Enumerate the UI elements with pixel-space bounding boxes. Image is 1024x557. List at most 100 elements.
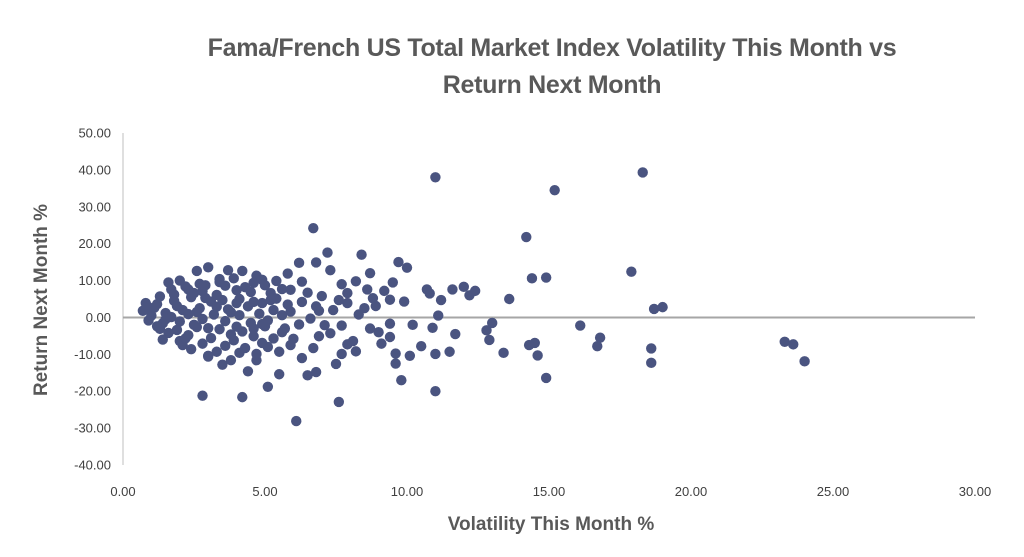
data-point xyxy=(268,333,279,344)
data-point xyxy=(421,284,433,295)
y-tick-labels: 50.00 40.00 30.00 20.00 10.00 0.00 -10.00 -20.0… xyxy=(74,126,111,473)
data-point xyxy=(433,310,444,321)
data-point xyxy=(401,262,413,273)
data-point xyxy=(427,322,438,333)
data-point xyxy=(549,184,560,196)
x-tick-label: 30.00 xyxy=(959,484,992,499)
data-point xyxy=(265,294,276,306)
data-point xyxy=(540,272,552,283)
data-point xyxy=(256,318,268,330)
data-point xyxy=(248,277,259,288)
data-point xyxy=(220,340,231,352)
data-point xyxy=(211,346,222,357)
data-point xyxy=(183,284,194,295)
data-point xyxy=(367,293,379,304)
data-point xyxy=(379,285,390,297)
data-point xyxy=(646,343,657,354)
data-point xyxy=(322,247,333,258)
data-point xyxy=(205,332,217,344)
data-point xyxy=(296,296,308,308)
data-point xyxy=(327,304,339,316)
data-point xyxy=(197,313,208,325)
y-tick-label: -30.00 xyxy=(74,421,111,436)
data-point xyxy=(637,167,648,178)
y-tick-label: -20.00 xyxy=(74,384,111,399)
data-point xyxy=(293,319,305,330)
data-point xyxy=(390,348,401,359)
data-point xyxy=(310,301,322,312)
data-point xyxy=(168,295,180,307)
data-point xyxy=(450,328,461,340)
data-point xyxy=(200,280,211,291)
data-point xyxy=(245,286,256,298)
data-point xyxy=(191,265,203,277)
data-point xyxy=(393,256,404,268)
data-point xyxy=(342,287,353,299)
data-point xyxy=(242,366,254,377)
data-point xyxy=(523,339,535,351)
data-point xyxy=(316,290,327,302)
data-point xyxy=(214,324,225,335)
data-point xyxy=(214,276,225,288)
y-tick-label: 10.00 xyxy=(78,273,111,288)
data-point xyxy=(788,339,799,350)
data-point xyxy=(248,331,259,342)
data-point xyxy=(540,372,552,384)
data-point xyxy=(396,374,407,386)
data-point xyxy=(276,327,288,338)
data-point xyxy=(384,318,396,329)
data-point xyxy=(481,325,492,336)
data-point xyxy=(262,381,274,392)
data-point xyxy=(268,304,279,316)
data-point xyxy=(313,331,325,342)
data-point xyxy=(200,292,211,304)
data-point xyxy=(657,301,668,313)
data-point xyxy=(197,390,208,401)
data-point xyxy=(464,290,475,301)
data-point xyxy=(592,341,603,352)
data-point xyxy=(143,315,154,326)
x-tick-labels: 0.00 5.00 10.00 15.00 20.00 25.00 30.00 xyxy=(110,484,991,499)
y-axis-title: Return Next Month % xyxy=(31,204,52,396)
data-point xyxy=(231,284,242,296)
data-point xyxy=(575,320,586,331)
data-point xyxy=(387,277,398,288)
chart-title: Fama/French US Total Market Index Volati… xyxy=(112,30,992,104)
data-point xyxy=(333,396,345,408)
data-point xyxy=(282,268,293,279)
data-point xyxy=(333,294,345,306)
x-tick-label: 15.00 xyxy=(533,484,566,499)
data-point xyxy=(237,265,248,277)
x-tick-label: 10.00 xyxy=(391,484,424,499)
data-point xyxy=(430,386,441,397)
data-point xyxy=(276,283,288,295)
data-point xyxy=(526,273,538,284)
data-point xyxy=(325,328,336,339)
data-point xyxy=(376,338,387,349)
data-point xyxy=(225,329,237,340)
data-point xyxy=(430,172,441,183)
data-point xyxy=(296,352,308,364)
data-point xyxy=(484,334,495,346)
data-point xyxy=(444,346,455,357)
data-point xyxy=(154,323,166,335)
data-point xyxy=(504,293,515,305)
data-point xyxy=(799,356,810,367)
data-point xyxy=(296,276,308,287)
data-point xyxy=(285,284,296,295)
data-point xyxy=(626,266,637,277)
y-tick-label: -40.00 xyxy=(74,458,111,473)
data-point xyxy=(143,301,154,313)
data-point xyxy=(310,366,322,378)
data-point xyxy=(256,337,268,349)
data-point xyxy=(185,343,197,355)
data-point xyxy=(160,314,171,325)
data-point xyxy=(177,304,188,316)
data-point xyxy=(532,350,543,361)
data-point xyxy=(217,359,228,370)
data-point xyxy=(330,358,342,370)
data-point xyxy=(231,321,242,332)
data-point xyxy=(256,297,268,309)
y-tick-label: 20.00 xyxy=(78,236,111,251)
data-point xyxy=(362,284,373,295)
